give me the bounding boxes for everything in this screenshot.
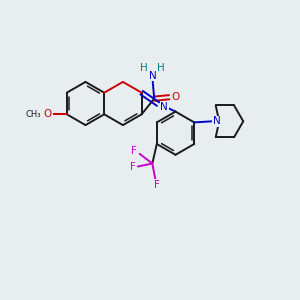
Text: N: N <box>213 116 220 126</box>
Text: F: F <box>154 179 160 190</box>
Text: N: N <box>160 101 168 112</box>
Text: F: F <box>131 146 137 156</box>
Text: H: H <box>157 63 165 73</box>
Text: N: N <box>149 71 157 81</box>
Text: H: H <box>140 63 148 73</box>
Text: F: F <box>130 161 135 172</box>
Text: O: O <box>172 92 180 102</box>
Text: CH₃: CH₃ <box>26 110 41 119</box>
Text: O: O <box>44 109 52 119</box>
